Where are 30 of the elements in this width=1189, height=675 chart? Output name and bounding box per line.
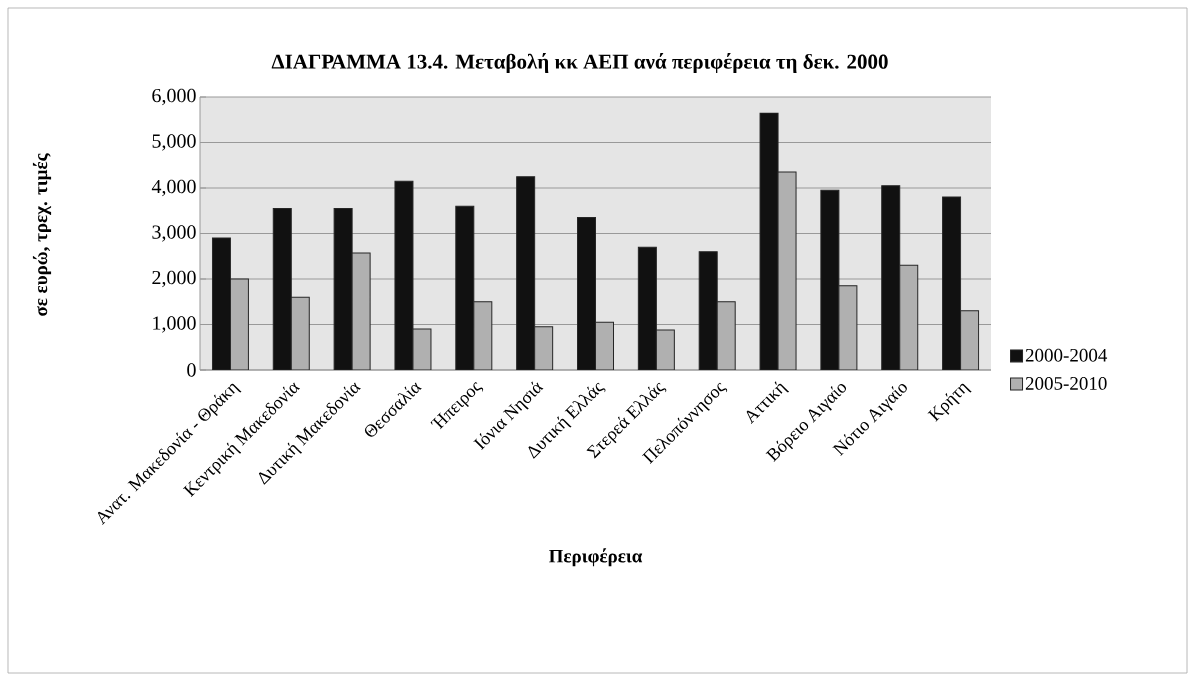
bar (534, 326, 553, 370)
y-tick-label: 4,000 (151, 179, 196, 197)
bar (212, 238, 231, 370)
bar (899, 265, 918, 370)
y-tick-label: 1,000 (153, 316, 196, 333)
y-tick-label: 0 (187, 363, 196, 377)
bar (717, 301, 736, 370)
bar (942, 196, 962, 370)
bar (595, 322, 614, 370)
legend-label: 2005-2010 (1025, 377, 1107, 390)
x-axis-title: Περιφέρεια (549, 548, 643, 567)
bar (455, 206, 474, 370)
y-tick-label: 3,000 (152, 225, 196, 242)
bar (699, 251, 718, 370)
bar (273, 208, 292, 370)
y-tick-label: 2,000 (152, 270, 196, 288)
y-axis-title: σε ευρώ, τρεχ. τιμές (32, 153, 52, 316)
y-tick-label: 5,000 (152, 134, 196, 151)
bar (577, 217, 596, 370)
bar (473, 301, 492, 370)
y-tick-label: 6,000 (152, 88, 196, 106)
bar (881, 185, 900, 370)
bar (638, 247, 657, 370)
chart-title: ΔΙΑΓΡΑΜΜΑ 13.4. Μεταβολή κκ ΑΕΠ ανά περιφέρεια τη δεκ. 2000 (271, 52, 888, 74)
legend-label: 2000-2004 (1025, 348, 1108, 362)
bar (230, 279, 249, 370)
bar (656, 329, 675, 370)
bar (291, 297, 310, 370)
bar (960, 310, 980, 370)
bar (516, 176, 535, 370)
